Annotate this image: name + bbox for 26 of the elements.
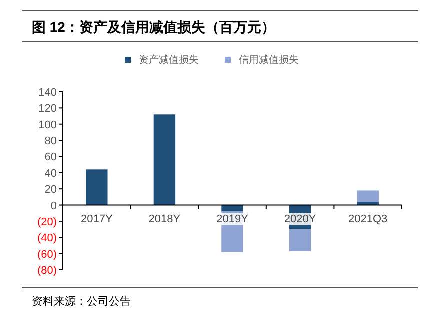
legend-label: 资产减值损失: [139, 54, 199, 66]
y-tick-label: 100: [38, 119, 57, 132]
x-tick-label: 2017Y: [80, 213, 114, 226]
text: 资料来源：公司公告: [32, 295, 131, 308]
x-tick-label: 2021Q3: [348, 213, 388, 226]
y-tick-label: (40): [37, 232, 57, 245]
bar: [357, 190, 379, 202]
bar: [357, 202, 379, 206]
x-tick-label: 2019Y: [216, 213, 250, 226]
y-tick-label: 20: [44, 184, 57, 196]
chart-title: 图 12：资产及信用减值损失（百万元）: [32, 19, 276, 35]
bar: [154, 114, 176, 206]
y-tick-label: 140: [38, 87, 57, 99]
legend-label: 信用减值损失: [239, 54, 299, 66]
y-tick-label: 0: [50, 200, 57, 212]
y-tick-label: 40: [44, 168, 57, 180]
x-tick-label: 2018Y: [148, 213, 182, 226]
y-tick-label: 80: [44, 136, 57, 148]
x-tick-label: 2020Y: [284, 213, 317, 226]
y-tick-label: (80): [37, 265, 57, 277]
bar: [289, 230, 312, 252]
y-tick-label: 120: [38, 103, 57, 116]
y-tick-label: 60: [44, 152, 57, 164]
y-tick-label: (20): [37, 216, 57, 228]
y-tick-label: (60): [37, 248, 57, 261]
bar: [86, 170, 108, 206]
